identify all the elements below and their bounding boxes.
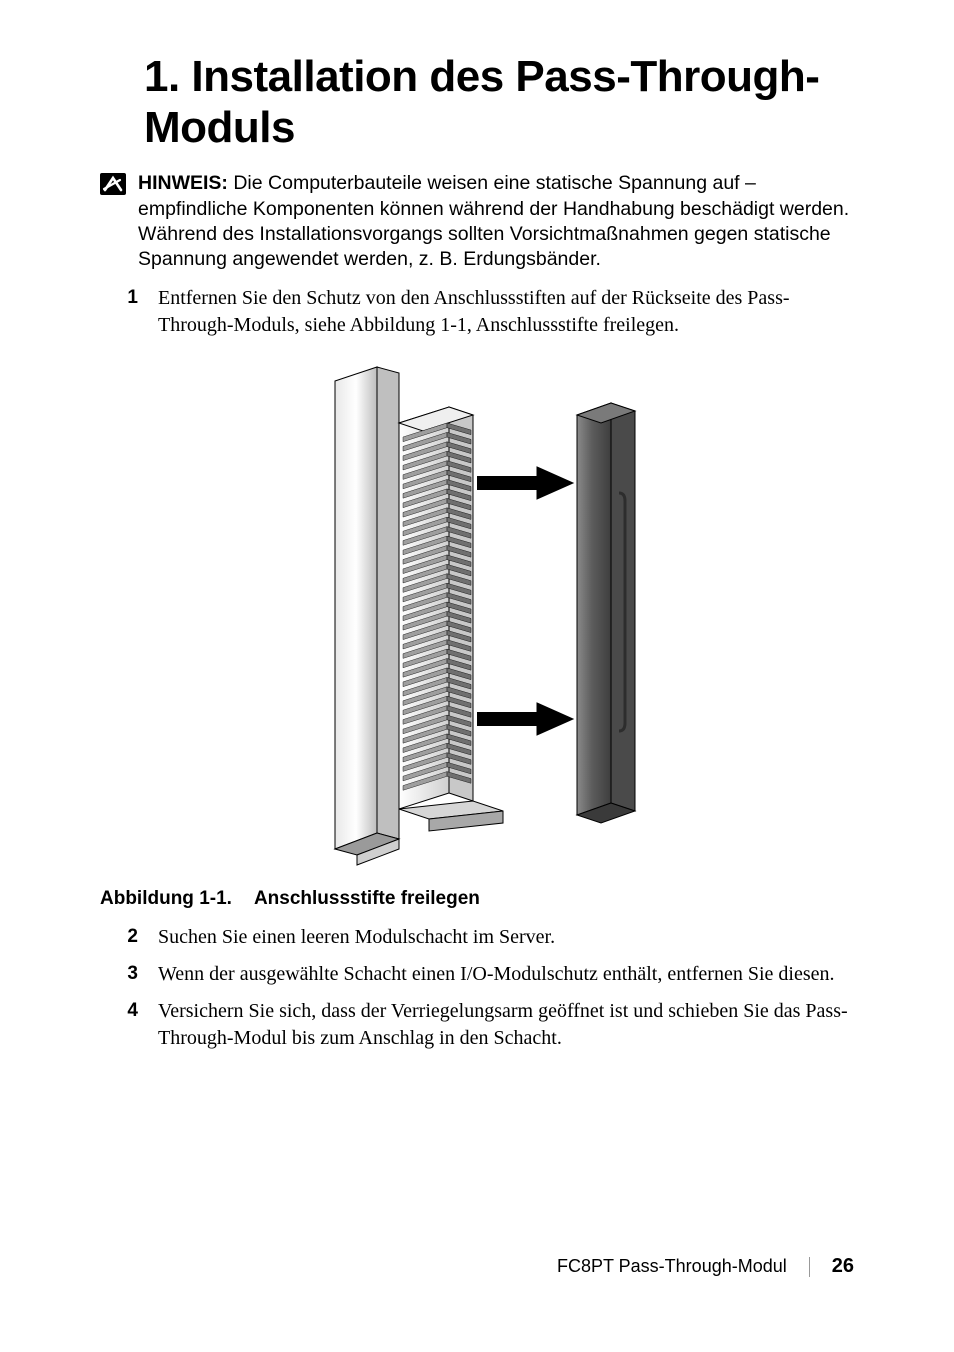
caption-title: Anschlussstifte freilegen [254,888,480,909]
footer-title: FC8PT Pass-Through-Modul [557,1256,787,1277]
note-body: Die Computerbauteile weisen eine statisc… [138,172,849,270]
note-text: HINWEIS: Die Computerbauteile weisen ein… [138,171,854,272]
step-text: Suchen Sie einen leeren Modulschacht im … [158,924,555,951]
note-label: HINWEIS: [138,172,228,194]
step-number: 2 [122,924,138,948]
list-item: 2 Suchen Sie einen leeren Modulschacht i… [100,924,854,951]
step-text: Versichern Sie sich, dass der Verriegelu… [158,998,854,1052]
step-text: Wenn der ausgewählte Schacht einen I/O-M… [158,961,835,988]
step-text: Entfernen Sie den Schutz von den Anschlu… [158,285,854,339]
note-icon [100,173,126,195]
list-item: 4 Versichern Sie sich, dass der Verriege… [100,998,854,1052]
page-footer: FC8PT Pass-Through-Modul 26 [557,1255,854,1278]
figure-illustration [277,363,677,868]
footer-separator [809,1257,810,1277]
step-number: 3 [122,961,138,985]
note-block: HINWEIS: Die Computerbauteile weisen ein… [100,171,854,272]
footer-page-number: 26 [832,1255,854,1278]
caption-number: Abbildung 1-1. [100,888,232,909]
step-number: 1 [122,285,138,309]
page-heading: 1. Installation des Pass-Through-Moduls [100,52,854,153]
list-item: 1 Entfernen Sie den Schutz von den Ansch… [100,285,854,339]
list-item: 3 Wenn der ausgewählte Schacht einen I/O… [100,961,854,988]
step-number: 4 [122,998,138,1022]
figure-caption: Abbildung 1-1. Anschlussstifte freilegen [100,888,854,910]
